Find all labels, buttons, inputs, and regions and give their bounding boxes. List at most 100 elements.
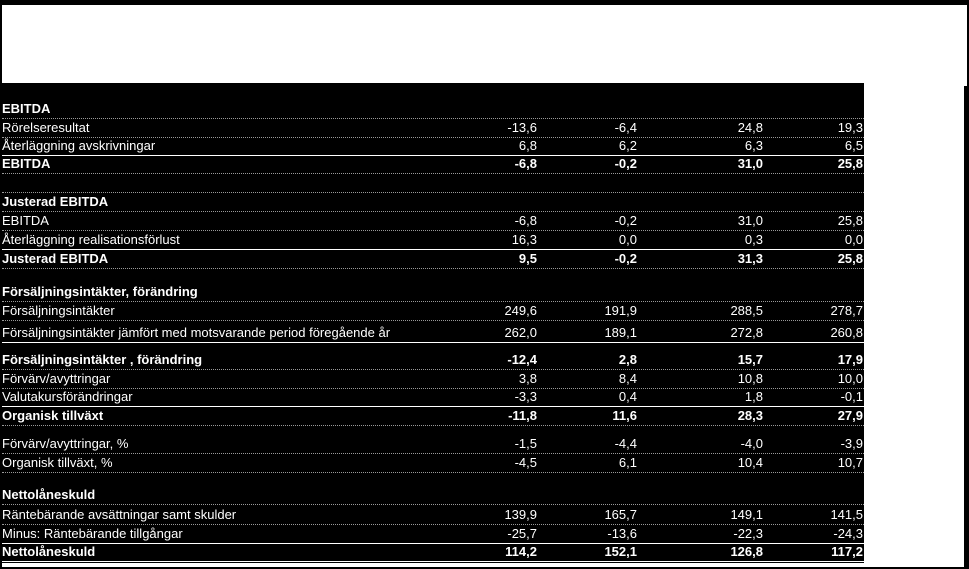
table-row: Återläggning realisationsförlust 16,3 0,0 0…: [2, 231, 864, 250]
table-row: Räntebärande avsättningar samt skulder 13…: [2, 506, 864, 525]
table-row: Organisk tillväxt, % -4,5 6,1 10,4 10,7: [2, 454, 864, 473]
value-cell: 260,8: [830, 325, 863, 340]
row-label: Återläggning avskrivningar: [2, 138, 156, 153]
row-label: EBITDA: [2, 156, 51, 171]
value-cell: 0,0: [618, 232, 637, 247]
value-cell: 288,5: [730, 303, 763, 318]
value-cell: -6,8: [514, 213, 537, 228]
value-cell: -12,4: [507, 352, 537, 367]
row-label: Försäljningsintäkter, förändring: [2, 284, 198, 299]
table-row: [2, 174, 864, 193]
table-row: Valutakursförändringar -3,3 0,4 1,8 -0,1: [2, 388, 864, 407]
value-cell: -25,7: [507, 526, 537, 541]
value-cell: 31,0: [737, 156, 763, 171]
value-cell: 262,0: [504, 325, 537, 340]
value-cell: 6,8: [518, 138, 537, 153]
value-cell: 10,4: [737, 455, 763, 470]
value-cell: -0,2: [614, 156, 637, 171]
table-row: Försäljningsintäkter jämfört med motsvar…: [2, 324, 864, 343]
value-cell: 0,0: [844, 232, 863, 247]
value-cell: 10,7: [837, 455, 863, 470]
value-cell: 0,4: [618, 389, 637, 404]
table-row: Justerad EBITDA 9,5 -0,2 31,3 25,8: [2, 250, 864, 269]
value-cell: 149,1: [730, 507, 763, 522]
value-cell: 9,5: [518, 251, 537, 266]
value-cell: 249,6: [504, 303, 537, 318]
table-row: Försäljningsintäkter, förändring: [2, 283, 864, 302]
value-cell: 27,9: [837, 408, 863, 423]
value-cell: 117,2: [831, 544, 863, 559]
table-row: Försäljningsintäkter , förändring -12,4 2,…: [2, 351, 864, 370]
value-cell: -0,1: [840, 389, 863, 404]
row-label: Försäljningsintäkter jämfört med motsvar…: [2, 325, 391, 340]
value-cell: 19,3: [837, 120, 863, 135]
row-label: Organisk tillväxt: [2, 408, 104, 423]
table-row: Justerad EBITDA: [2, 193, 864, 212]
table-row: Nettolåneskuld 114,2 152,1 126,8 117,2: [2, 543, 864, 562]
value-cell: -3,3: [514, 389, 537, 404]
row-label: Organisk tillväxt, %: [2, 455, 113, 470]
table-row: Rörelseresultat -13,6 -6,4 24,8 19,3: [2, 119, 864, 138]
value-cell: -13,6: [607, 526, 637, 541]
value-cell: -4,4: [614, 436, 637, 451]
value-cell: 272,8: [730, 325, 763, 340]
table-row: Nettolåneskuld: [2, 486, 864, 505]
value-cell: 25,8: [837, 251, 863, 266]
value-cell: 139,9: [504, 507, 537, 522]
value-cell: 6,1: [618, 455, 637, 470]
row-label: Nettolåneskuld: [2, 544, 96, 559]
row-label: Valutakursförändringar: [2, 389, 133, 404]
value-cell: 16,3: [511, 232, 537, 247]
value-cell: -11,8: [508, 408, 537, 423]
value-cell: -22,3: [733, 526, 763, 541]
value-cell: 3,8: [518, 371, 537, 386]
row-label: Justerad EBITDA: [2, 251, 109, 266]
row-label: EBITDA: [2, 101, 51, 116]
value-cell: -4,0: [740, 436, 763, 451]
row-label: Justerad EBITDA: [2, 194, 109, 209]
value-cell: 25,8: [837, 213, 863, 228]
value-cell: 189,1: [604, 325, 637, 340]
row-label: Räntebärande avsättningar samt skulder: [2, 507, 237, 522]
value-cell: -3,9: [840, 436, 863, 451]
row-label: Rörelseresultat: [2, 120, 90, 135]
value-cell: 8,4: [618, 371, 637, 386]
table-row: Försäljningsintäkter 249,6 191,9 288,5 278,7: [2, 302, 864, 321]
value-cell: -24,3: [833, 526, 863, 541]
table-row: EBITDA -6,8 -0,2 31,0 25,8: [2, 155, 864, 174]
value-cell: 10,8: [737, 371, 763, 386]
value-cell: -6,4: [614, 120, 637, 135]
value-cell: -4,5: [514, 455, 537, 470]
value-cell: -6,8: [514, 156, 537, 171]
value-cell: 15,7: [737, 352, 763, 367]
value-cell: 6,5: [844, 138, 863, 153]
value-cell: 28,3: [737, 408, 763, 423]
value-cell: 31,3: [737, 251, 763, 266]
value-cell: 25,8: [837, 156, 863, 171]
table-row: Minus: Räntebärande tillgångar -25,7 -13,6…: [2, 525, 864, 544]
table-row: Förvärv/avyttringar, % -1,5 -4,4 -4,0 -3,9: [2, 435, 864, 454]
row-label: Nettolåneskuld: [2, 487, 96, 502]
value-cell: 0,3: [744, 232, 763, 247]
value-cell: -0,2: [614, 213, 637, 228]
value-cell: 165,7: [604, 507, 637, 522]
value-cell: -13,6: [507, 120, 537, 135]
value-cell: 6,3: [744, 138, 763, 153]
table-row: Förvärv/avyttringar 3,8 8,4 10,8 10,0: [2, 370, 864, 389]
row-label: Försäljningsintäkter: [2, 303, 115, 318]
value-cell: 152,1: [604, 544, 637, 559]
value-cell: -1,5: [514, 436, 537, 451]
value-cell: 191,9: [604, 303, 637, 318]
value-cell: 10,0: [837, 371, 863, 386]
table-row: Återläggning avskrivningar 6,8 6,2 6,3 6,5: [2, 137, 864, 156]
table-row: EBITDA -6,8 -0,2 31,0 25,8: [2, 212, 864, 231]
table-row: Organisk tillväxt -11,8 11,6 28,3 27,9: [2, 407, 864, 426]
row-label: Minus: Räntebärande tillgångar: [2, 526, 183, 541]
row-label: Förvärv/avyttringar, %: [2, 436, 129, 451]
row-label: Återläggning realisationsförlust: [2, 232, 180, 247]
financial-table: EBITDA Rörelseresultat -13,6 -6,4 24,8 19,3 Åt…: [2, 86, 864, 563]
value-cell: 6,2: [618, 138, 637, 153]
value-cell: 11,6: [612, 408, 637, 423]
value-cell: 141,5: [830, 507, 863, 522]
value-cell: -0,2: [614, 251, 637, 266]
